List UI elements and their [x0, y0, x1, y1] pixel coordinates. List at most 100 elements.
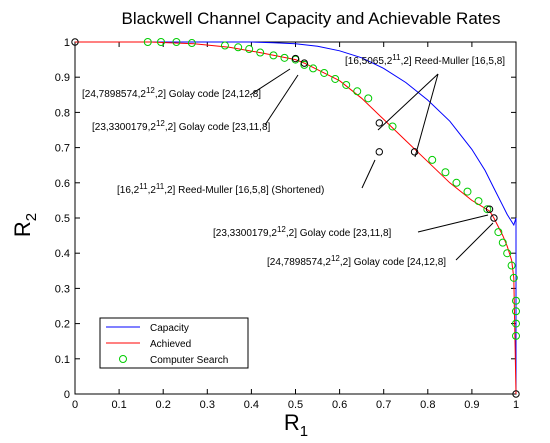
- y-tick-label: 0.3: [55, 283, 70, 295]
- code-point-marker: [490, 214, 498, 222]
- x-tick-label: 0.1: [111, 399, 126, 411]
- annotation-superscript: 11: [139, 182, 148, 191]
- annotation-text: ,2] Golay code [24,12,8]: [155, 89, 261, 100]
- y-tick-label: 0.6: [55, 178, 70, 190]
- y-tick-label: 0.1: [55, 354, 70, 366]
- y-tick-label: 0.2: [55, 319, 70, 331]
- x-tick-label: 0.3: [200, 399, 215, 411]
- computer-search-point: [309, 64, 318, 73]
- computer-search-point: [512, 331, 520, 340]
- computer-search-point: [364, 94, 373, 103]
- computer-search-point: [441, 168, 450, 177]
- code-annotation-label: [23,3300179,212,2] Golay code [23,11,8]: [92, 119, 271, 133]
- y-tick-label: 0.4: [55, 248, 70, 260]
- code-annotation-label: [16,5065,211,2] Reed-Muller [16,5,8]: [345, 53, 505, 67]
- code-annotation-label: [16,211,211,2] Reed-Muller [16,5,8] (Sho…: [117, 182, 324, 196]
- annotations: [24,7898574,212,2] Golay code [24,12,8][…: [82, 53, 505, 268]
- annotation-leader-line: [361, 159, 376, 189]
- x-axis-label-sub: 1: [300, 423, 308, 440]
- annotation-leader-line: [264, 74, 299, 126]
- x-tick-label: 0.2: [156, 399, 171, 411]
- annotation-superscript: 11: [156, 182, 165, 191]
- computer-search-point: [512, 319, 520, 328]
- x-tick-label: 0.6: [332, 399, 347, 411]
- computer-search-point: [463, 187, 472, 196]
- annotation-text: [16,2: [117, 185, 140, 196]
- annotation-leader-line: [249, 68, 291, 96]
- legend-label-achieved: Achieved: [150, 339, 191, 350]
- code-point-marker: [291, 54, 300, 63]
- code-annotation-label: [23,3300179,212,2] Golay code [23,11,8]: [213, 225, 392, 239]
- y-axis-label-base: R: [10, 221, 35, 237]
- computer-search-point: [428, 155, 437, 164]
- annotation-text: ,2] Golay code [23,11,8]: [286, 228, 392, 239]
- y-axis-ticks: 0 0.1 0.2 0.3 0.4 0.5 0.6 0.7 0.8 0.9 1: [55, 37, 516, 401]
- annotation-superscript: 12: [146, 86, 155, 95]
- code-point-marker: [375, 119, 383, 127]
- computer-search-point: [388, 122, 397, 131]
- x-tick-label: 0.9: [464, 399, 479, 411]
- computer-search-point: [320, 68, 329, 77]
- x-axis-ticks: 0 0.1 0.2 0.3 0.4 0.5 0.6 0.7 0.8 0.9 1: [72, 42, 519, 411]
- code-point-marker: [485, 205, 494, 213]
- legend: Capacity Achieved Computer Search: [99, 317, 249, 369]
- annotation-leader-line: [414, 73, 439, 158]
- computer-search-point: [156, 38, 165, 46]
- computer-search-point: [494, 228, 503, 237]
- legend-swatch-computer-search: [119, 355, 127, 363]
- computer-search-point: [256, 48, 265, 57]
- computer-search-point: [498, 238, 507, 247]
- annotation-leader-line: [417, 214, 489, 233]
- computer-search-point: [503, 249, 512, 258]
- y-tick-label: 0.9: [55, 72, 70, 84]
- computer-search-point: [172, 38, 181, 46]
- series-line-achieved: [75, 41, 517, 395]
- computer-search-point: [509, 273, 518, 282]
- x-axis-label: R1: [284, 410, 308, 440]
- computer-search-point: [300, 60, 309, 69]
- legend-label-computer-search: Computer Search: [150, 355, 228, 366]
- code-annotation-label: [24,7898574,212,2] Golay code [24,12,8]: [82, 86, 261, 100]
- computer-search-point: [507, 261, 516, 270]
- series-line-capacity: [75, 41, 517, 394]
- computer-search-point: [245, 45, 254, 54]
- code-point-marker: [512, 390, 520, 398]
- code-point-marker: [300, 59, 309, 67]
- annotation-leader-line: [455, 222, 494, 261]
- code-point-marker: [71, 38, 79, 46]
- y-axis-label: R2: [10, 213, 40, 237]
- annotation-text: ,2] Reed-Muller [16,5,8] (Shortened): [164, 185, 324, 196]
- computer-search-point: [220, 41, 229, 50]
- computer-search-point: [342, 80, 351, 89]
- code-point-marker: [410, 148, 419, 156]
- computer-search-point: [234, 43, 243, 52]
- code-point-marker: [375, 148, 383, 156]
- y-tick-label: 0.7: [55, 143, 70, 155]
- x-tick-label: 0.7: [376, 399, 391, 411]
- annotation-text: ,2: [148, 185, 157, 196]
- computer-search-point: [474, 197, 483, 206]
- computer-search-point: [512, 307, 520, 316]
- computer-search-point: [483, 205, 492, 214]
- annotation-superscript: 11: [392, 53, 401, 62]
- annotation-text: ,2] Reed-Muller [16,5,8]: [401, 56, 506, 67]
- annotation-superscript: 12: [277, 225, 286, 234]
- annotation-text: [23,3300179,2: [213, 228, 277, 239]
- y-tick-label: 1: [64, 37, 70, 49]
- y-axis-label-sub: 2: [23, 213, 40, 221]
- x-tick-label: 0.5: [288, 399, 303, 411]
- computer-search-point: [187, 39, 196, 48]
- x-tick-label: 0: [72, 399, 78, 411]
- computer-search-point: [269, 51, 278, 60]
- x-axis-label-base: R: [284, 410, 300, 435]
- annotation-text: [16,5065,2: [345, 56, 393, 67]
- annotation-superscript: 12: [156, 119, 165, 128]
- y-tick-label: 0.5: [55, 213, 70, 225]
- series-layer: [71, 38, 520, 398]
- x-tick-label: 0.8: [420, 399, 435, 411]
- annotation-text: [24,7898574,2: [82, 89, 146, 100]
- annotation-leader-line: [377, 73, 439, 131]
- annotation-text: ,2] Golay code [24,12,8]: [340, 257, 446, 268]
- annotation-text: ,2] Golay code [23,11,8]: [165, 122, 271, 133]
